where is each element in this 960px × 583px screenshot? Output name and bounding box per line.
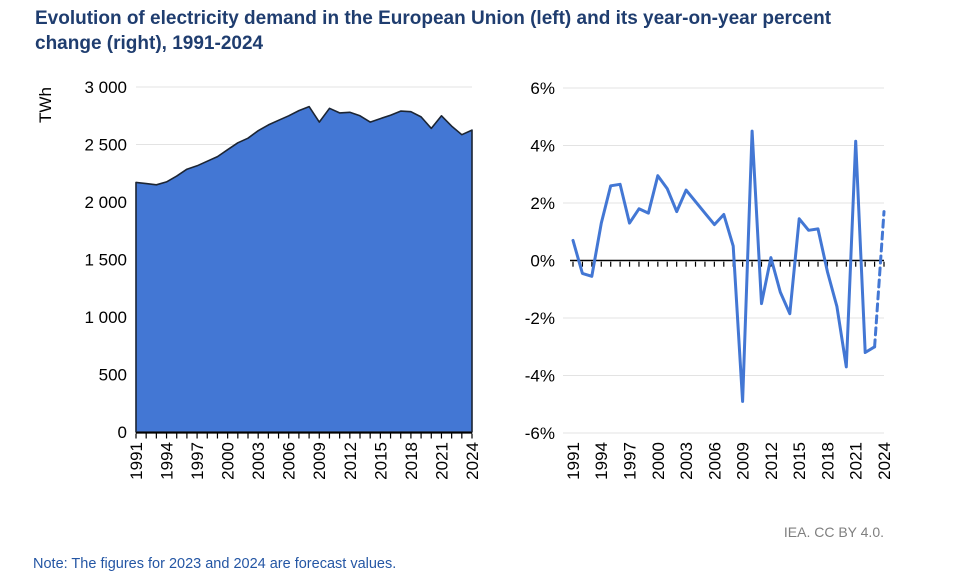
left-y-axis-unit: TWh xyxy=(36,87,55,123)
right-y-tick-label: 4% xyxy=(530,136,555,155)
right-x-tick-label: 2000 xyxy=(649,442,668,480)
right-x-tick-label: 1997 xyxy=(620,442,639,480)
right-x-tick-label: 2003 xyxy=(677,442,696,480)
left-y-tick-label: 500 xyxy=(99,365,127,384)
right-y-tick-label: -2% xyxy=(525,309,555,328)
right-x-tick-label: 2015 xyxy=(790,442,809,480)
right-x-tick-label: 1991 xyxy=(564,442,583,480)
right-x-tick-label: 1994 xyxy=(592,442,611,480)
figure-title: Evolution of electricity demand in the E… xyxy=(35,8,832,54)
left-x-tick-label: 1991 xyxy=(127,442,146,480)
left-x-tick-label: 2003 xyxy=(249,442,268,480)
left-y-tick-label: 2 500 xyxy=(84,135,127,154)
right-y-tick-label: -4% xyxy=(525,366,555,385)
left-x-tick-label: 2018 xyxy=(402,442,421,480)
left-y-tick-label: 0 xyxy=(118,423,127,442)
left-x-tick-label: 1997 xyxy=(188,442,207,480)
left-x-tick-label: 2012 xyxy=(341,442,360,480)
left-y-tick-label: 1 500 xyxy=(84,250,127,269)
right-x-tick-label: 2006 xyxy=(705,442,724,480)
right-x-tick-label: 2018 xyxy=(818,442,837,480)
right-y-tick-label: 2% xyxy=(530,194,555,213)
right-x-tick-label: 2012 xyxy=(762,442,781,480)
right-y-tick-label: -6% xyxy=(525,424,555,443)
left-x-tick-label: 2024 xyxy=(463,442,482,480)
right-chart: 6% 4% 2% 0% -2% -4% -6% 1991 1994 1997 2000 2003 200… xyxy=(525,79,894,480)
yoy-forecast-dashed-line xyxy=(873,210,886,349)
left-y-tick-label: 2 000 xyxy=(84,193,127,212)
left-x-tick-label: 2009 xyxy=(310,442,329,480)
left-x-tick-label: 2000 xyxy=(219,442,238,480)
right-x-tick-label: 2024 xyxy=(875,442,894,480)
left-x-tick-label: 1994 xyxy=(157,442,176,480)
left-y-tick-label: 3 000 xyxy=(84,78,127,97)
demand-area xyxy=(135,105,473,433)
right-x-tick-label: 2021 xyxy=(847,442,866,480)
figure-note: Note: The figures for 2023 and 2024 are … xyxy=(33,556,397,572)
left-chart: 0 500 1 000 1 500 2 000 2 500 3 000 TWh 1991 1994… xyxy=(36,78,482,480)
right-x-tick-label: 2009 xyxy=(734,442,753,480)
right-y-tick-label: 6% xyxy=(530,79,555,98)
left-x-tick-label: 2006 xyxy=(280,442,299,480)
left-y-tick-label: 1 000 xyxy=(84,308,127,327)
yoy-change-line xyxy=(571,129,877,403)
left-x-tick-label: 2015 xyxy=(371,442,390,480)
left-x-tick-label: 2021 xyxy=(432,442,451,480)
license-credit: IEA. CC BY 4.0. xyxy=(783,524,884,540)
right-y-tick-label: 0% xyxy=(530,251,555,270)
